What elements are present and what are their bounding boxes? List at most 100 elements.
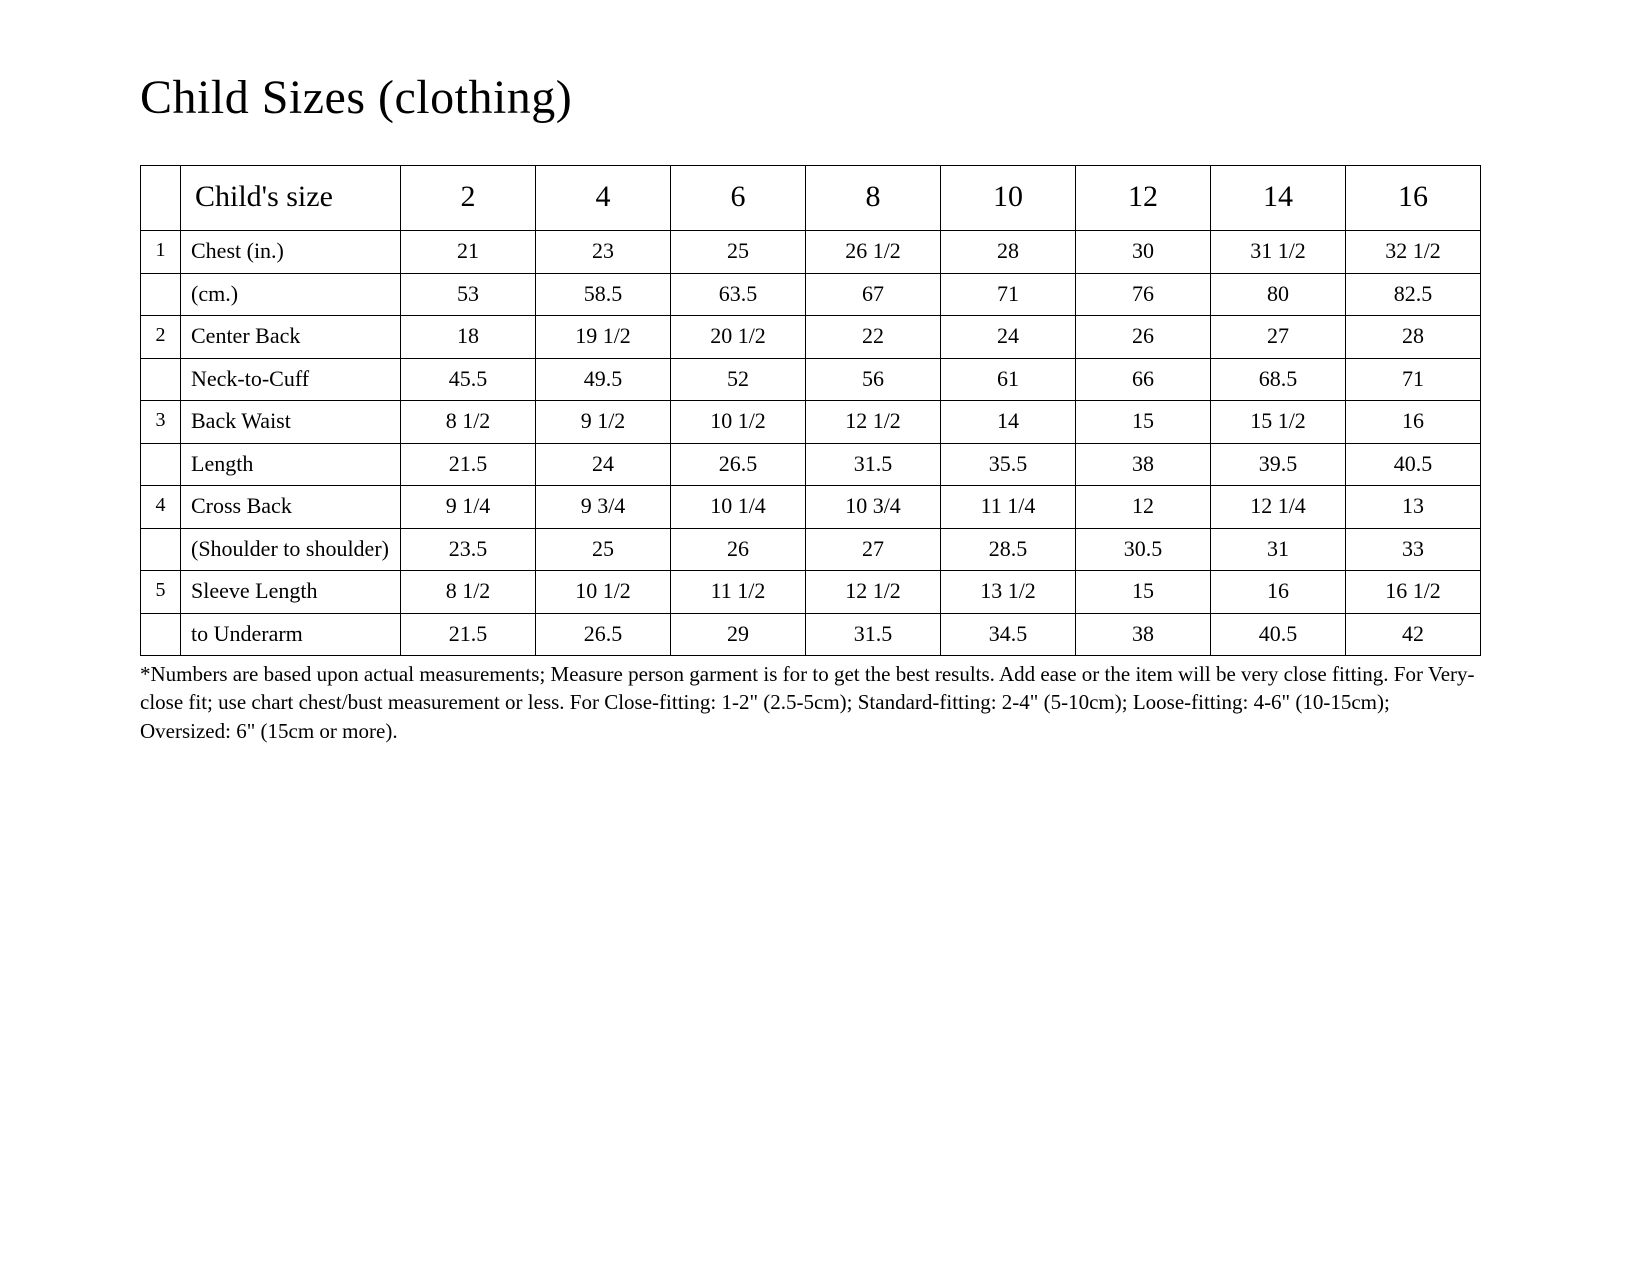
cell: 21.5 [401, 443, 536, 486]
header-label: Child's size [181, 166, 401, 231]
cell: 80 [1211, 273, 1346, 316]
cell: 8 1/2 [401, 401, 536, 444]
cell: 12 [1076, 486, 1211, 529]
header-size: 12 [1076, 166, 1211, 231]
cell: 39.5 [1211, 443, 1346, 486]
row-num [141, 528, 181, 571]
cell: 9 3/4 [536, 486, 671, 529]
cell: 25 [536, 528, 671, 571]
cell: 53 [401, 273, 536, 316]
cell: 28.5 [941, 528, 1076, 571]
cell: 31 [1211, 528, 1346, 571]
header-size: 8 [806, 166, 941, 231]
cell: 30.5 [1076, 528, 1211, 571]
header-size: 16 [1346, 166, 1481, 231]
cell: 28 [941, 231, 1076, 274]
cell: 10 3/4 [806, 486, 941, 529]
table-row: (Shoulder to shoulder) 23.5 25 26 27 28.… [141, 528, 1481, 571]
cell: 26 1/2 [806, 231, 941, 274]
cell: 31.5 [806, 613, 941, 656]
cell: 9 1/2 [536, 401, 671, 444]
row-num: 4 [141, 486, 181, 529]
cell: 21 [401, 231, 536, 274]
cell: 16 [1346, 401, 1481, 444]
cell: 22 [806, 316, 941, 359]
header-size: 14 [1211, 166, 1346, 231]
cell: 34.5 [941, 613, 1076, 656]
header-size: 10 [941, 166, 1076, 231]
cell: 29 [671, 613, 806, 656]
footnote: *Numbers are based upon actual measureme… [140, 660, 1480, 745]
table-row: 5 Sleeve Length 8 1/2 10 1/2 11 1/2 12 1… [141, 571, 1481, 614]
row-num: 1 [141, 231, 181, 274]
cell: 11 1/2 [671, 571, 806, 614]
row-num: 3 [141, 401, 181, 444]
cell: 31 1/2 [1211, 231, 1346, 274]
cell: 13 [1346, 486, 1481, 529]
cell: 56 [806, 358, 941, 401]
cell: 19 1/2 [536, 316, 671, 359]
table-row: Length 21.5 24 26.5 31.5 35.5 38 39.5 40… [141, 443, 1481, 486]
cell: 71 [1346, 358, 1481, 401]
cell: 42 [1346, 613, 1481, 656]
cell: 27 [1211, 316, 1346, 359]
cell: 61 [941, 358, 1076, 401]
row-label: Cross Back [181, 486, 401, 529]
row-label: Neck-to-Cuff [181, 358, 401, 401]
cell: 20 1/2 [671, 316, 806, 359]
cell: 10 1/2 [671, 401, 806, 444]
row-label: (Shoulder to shoulder) [181, 528, 401, 571]
cell: 38 [1076, 613, 1211, 656]
table-row: 1 Chest (in.) 21 23 25 26 1/2 28 30 31 1… [141, 231, 1481, 274]
cell: 9 1/4 [401, 486, 536, 529]
header-size: 2 [401, 166, 536, 231]
table-row: 2 Center Back 18 19 1/2 20 1/2 22 24 26 … [141, 316, 1481, 359]
row-label: Center Back [181, 316, 401, 359]
cell: 58.5 [536, 273, 671, 316]
cell: 13 1/2 [941, 571, 1076, 614]
cell: 40.5 [1211, 613, 1346, 656]
row-label: to Underarm [181, 613, 401, 656]
cell: 38 [1076, 443, 1211, 486]
table-body: 1 Chest (in.) 21 23 25 26 1/2 28 30 31 1… [141, 231, 1481, 656]
cell: 10 1/2 [536, 571, 671, 614]
cell: 76 [1076, 273, 1211, 316]
cell: 11 1/4 [941, 486, 1076, 529]
cell: 28 [1346, 316, 1481, 359]
cell: 24 [536, 443, 671, 486]
cell: 30 [1076, 231, 1211, 274]
cell: 52 [671, 358, 806, 401]
cell: 21.5 [401, 613, 536, 656]
cell: 23 [536, 231, 671, 274]
cell: 40.5 [1346, 443, 1481, 486]
cell: 31.5 [806, 443, 941, 486]
cell: 82.5 [1346, 273, 1481, 316]
row-num [141, 443, 181, 486]
cell: 15 [1076, 571, 1211, 614]
cell: 8 1/2 [401, 571, 536, 614]
cell: 63.5 [671, 273, 806, 316]
header-size: 4 [536, 166, 671, 231]
cell: 26 [1076, 316, 1211, 359]
table-header-row: Child's size 2 4 6 8 10 12 14 16 [141, 166, 1481, 231]
row-label: (cm.) [181, 273, 401, 316]
size-table: Child's size 2 4 6 8 10 12 14 16 1 Chest… [140, 165, 1481, 656]
cell: 67 [806, 273, 941, 316]
row-num [141, 358, 181, 401]
cell: 10 1/4 [671, 486, 806, 529]
table-row: 3 Back Waist 8 1/2 9 1/2 10 1/2 12 1/2 1… [141, 401, 1481, 444]
cell: 35.5 [941, 443, 1076, 486]
cell: 26.5 [536, 613, 671, 656]
row-num: 2 [141, 316, 181, 359]
page-title: Child Sizes (clothing) [140, 70, 1510, 125]
table-row: 4 Cross Back 9 1/4 9 3/4 10 1/4 10 3/4 1… [141, 486, 1481, 529]
cell: 68.5 [1211, 358, 1346, 401]
header-num-blank [141, 166, 181, 231]
header-size: 6 [671, 166, 806, 231]
table-row: to Underarm 21.5 26.5 29 31.5 34.5 38 40… [141, 613, 1481, 656]
cell: 26 [671, 528, 806, 571]
row-num [141, 273, 181, 316]
cell: 66 [1076, 358, 1211, 401]
cell: 23.5 [401, 528, 536, 571]
cell: 14 [941, 401, 1076, 444]
